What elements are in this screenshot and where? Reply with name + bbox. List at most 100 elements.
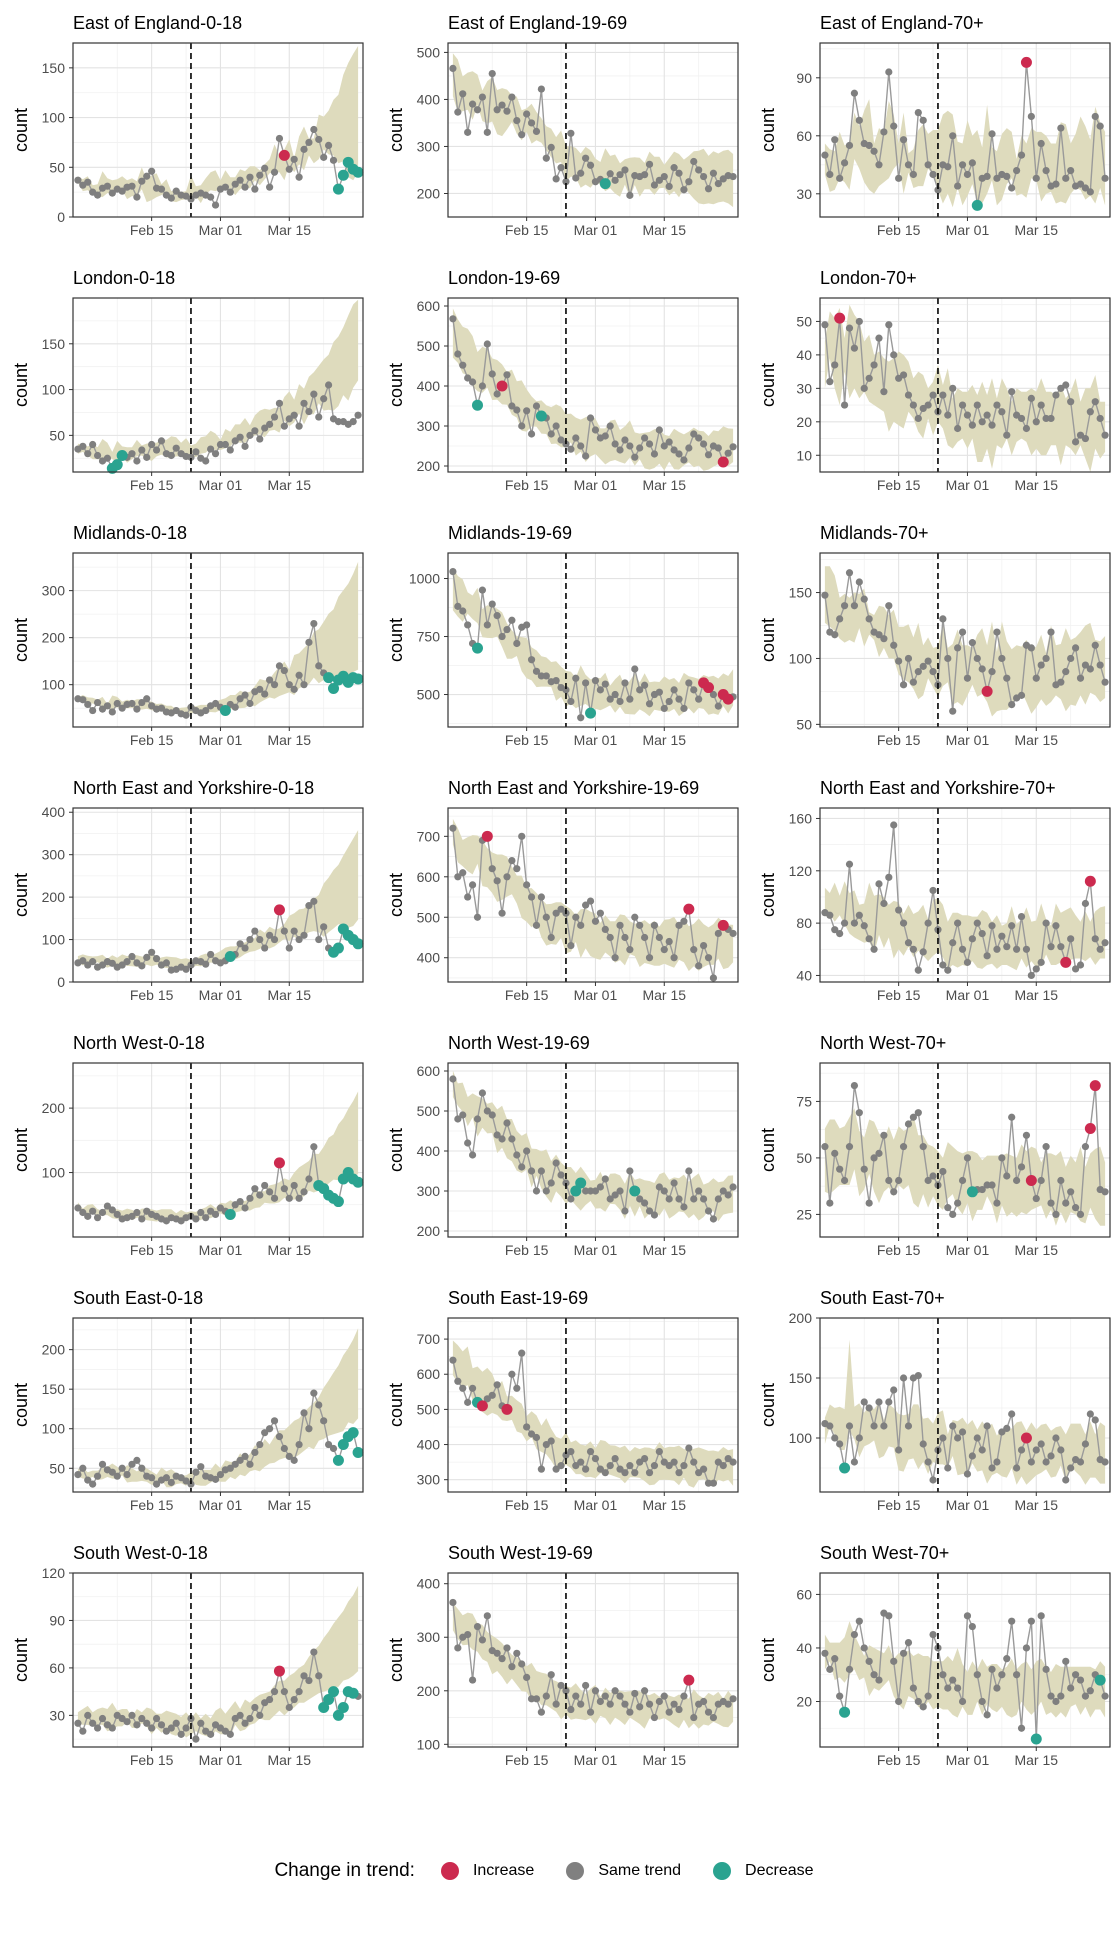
data-point-same-trend [929, 1172, 937, 1180]
data-point-same-trend [616, 446, 624, 454]
data-point-same-trend [690, 1195, 698, 1203]
data-point-same-trend [483, 1107, 491, 1115]
facet-panel: London-0-18 count Feb 15 Mar 01 Mar 15 50 100 1… [11, 268, 364, 493]
data-point-same-trend [513, 639, 521, 648]
data-point-same-trend [518, 1660, 526, 1668]
data-point-same-trend [880, 635, 888, 643]
data-point-same-trend [645, 440, 654, 448]
data-point-decrease [1030, 1733, 1042, 1745]
data-point-same-trend [1027, 971, 1035, 980]
data-point-same-trend [596, 686, 604, 694]
y-tick-label: 30 [796, 186, 812, 202]
data-point-same-trend [845, 1422, 854, 1430]
data-point-same-trend [616, 171, 624, 179]
data-point-same-trend [103, 1202, 112, 1210]
data-point-same-trend [577, 714, 585, 722]
data-point-same-trend [655, 1697, 663, 1706]
data-point-same-trend [256, 1711, 264, 1719]
data-point-same-trend [929, 170, 937, 179]
facet-panel: South West-0-18 count Feb 15 Mar 01 Mar 15 30… [11, 1543, 364, 1768]
legend-label-increase: Increase [472, 1862, 535, 1879]
data-point-same-trend [650, 450, 659, 458]
data-point-same-trend [241, 442, 249, 450]
data-point-decrease [337, 1439, 349, 1451]
data-point-same-trend [493, 612, 501, 620]
data-point-same-trend [909, 678, 917, 686]
data-point-same-trend [890, 1386, 898, 1394]
data-point-same-trend [290, 1695, 298, 1704]
data-point-same-trend [241, 1719, 249, 1727]
data-point-same-trend [611, 1455, 619, 1463]
data-point-increase [1084, 1123, 1096, 1135]
panel-title: East of England-0-18 [73, 13, 242, 33]
data-point-same-trend [483, 1612, 491, 1620]
data-point-same-trend [1057, 943, 1065, 951]
data-point-same-trend [572, 674, 580, 682]
y-tick-label: 200 [417, 1223, 441, 1239]
data-point-same-trend [973, 401, 981, 409]
data-point-same-trend [1017, 912, 1026, 921]
data-point-same-trend [148, 440, 156, 449]
data-point-same-trend [454, 1377, 462, 1385]
x-tick-label: Feb 15 [505, 1497, 549, 1513]
data-point-same-trend [909, 1684, 917, 1692]
data-point-same-trend [958, 628, 967, 636]
data-point-same-trend [831, 361, 839, 369]
data-point-same-trend [1101, 678, 1109, 686]
x-tick-label: Mar 15 [267, 987, 311, 1003]
y-tick-label: 750 [417, 629, 441, 645]
data-point-same-trend [108, 1206, 116, 1214]
data-point-same-trend [236, 176, 244, 184]
data-point-same-trend [449, 64, 457, 72]
facet-panel: Midlands-0-18 count Feb 15 Mar 01 Mar 15 100 2… [11, 523, 364, 748]
data-point-same-trend [523, 621, 531, 629]
data-point-same-trend [542, 913, 550, 921]
data-point-same-trend [152, 446, 161, 454]
data-point-same-trend [586, 414, 595, 422]
data-point-same-trend [729, 1458, 737, 1466]
data-point-same-trend [973, 1671, 981, 1679]
data-point-same-trend [89, 1480, 97, 1488]
data-point-same-trend [890, 122, 898, 130]
data-point-same-trend [821, 1143, 829, 1151]
data-point-same-trend [513, 1384, 521, 1392]
y-tick-label: 50 [796, 716, 812, 732]
data-point-same-trend [998, 932, 1006, 940]
data-point-same-trend [527, 656, 536, 664]
data-point-same-trend [939, 391, 947, 399]
data-point-same-trend [836, 1440, 844, 1448]
data-point-same-trend [968, 159, 976, 167]
data-point-same-trend [246, 935, 254, 944]
y-axis-title: count [11, 1383, 31, 1427]
x-tick-label: Mar 15 [642, 1242, 686, 1258]
data-point-same-trend [157, 1721, 166, 1729]
data-point-same-trend [143, 1719, 151, 1727]
series-line [824, 1612, 1106, 1740]
data-point-same-trend [895, 1697, 903, 1706]
facet-panel: South West-19-69 count Feb 15 Mar 01 Mar 15 1… [386, 1543, 739, 1768]
data-point-same-trend [631, 665, 639, 673]
data-point-same-trend [300, 931, 308, 939]
data-point-same-trend [606, 695, 614, 703]
data-point-same-trend [449, 824, 457, 832]
data-point-same-trend [621, 933, 629, 942]
data-point-same-trend [108, 1468, 116, 1476]
data-point-same-trend [1047, 628, 1055, 636]
data-point-same-trend [236, 1456, 244, 1464]
data-point-same-trend [611, 1687, 619, 1695]
data-point-same-trend [138, 1215, 146, 1223]
data-point-same-trend [562, 178, 570, 186]
data-point-same-trend [904, 939, 913, 947]
data-point-same-trend [988, 1464, 996, 1472]
data-point-same-trend [488, 600, 496, 608]
prediction-band [452, 1340, 734, 1488]
series-line [824, 1374, 1106, 1483]
data-point-same-trend [845, 324, 854, 332]
y-tick-label: 60 [49, 1660, 65, 1676]
data-point-same-trend [503, 625, 511, 634]
data-point-same-trend [172, 444, 180, 452]
data-point-same-trend [998, 1154, 1006, 1162]
data-point-same-trend [197, 1463, 205, 1471]
data-point-same-trend [532, 1695, 541, 1703]
data-point-same-trend [655, 1447, 663, 1456]
